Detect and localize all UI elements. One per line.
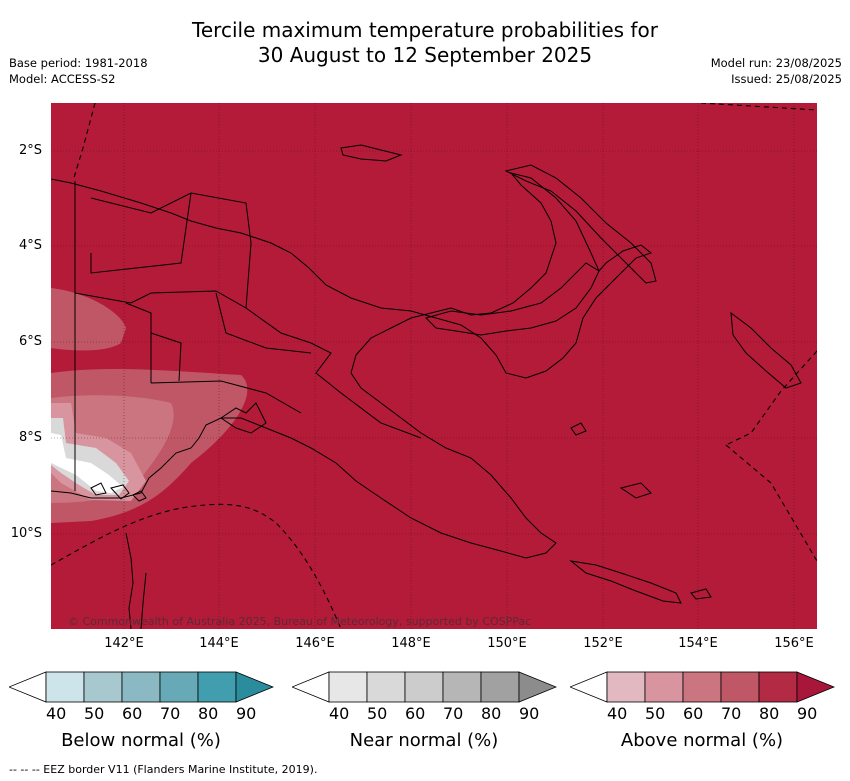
colorbar-tick-label: 50 <box>367 704 388 723</box>
colorbar-tick-label: 90 <box>519 704 540 723</box>
longitude-label: 156°E <box>774 636 814 651</box>
colorbar-swatches <box>570 671 835 703</box>
colorbar-min-arrow <box>9 671 47 703</box>
province-borders <box>74 181 422 491</box>
colorbar-swatches <box>9 671 274 703</box>
title-line-1: Tercile maximum temperature probabilitie… <box>192 18 658 42</box>
latitude-label: 8°S <box>18 430 42 445</box>
new-ireland-coast <box>504 164 657 284</box>
colorbar-tick-label: 50 <box>645 704 666 723</box>
colorbar-label: Below normal (%) <box>61 730 221 751</box>
colorbar-label: Above normal (%) <box>620 730 784 751</box>
new-guinea-coast <box>51 172 653 559</box>
latitude-label: 6°S <box>18 334 42 349</box>
run-info: Model run: 23/08/2025 Issued: 25/08/2025 <box>711 55 842 87</box>
colorbar-swatch <box>682 671 722 703</box>
colorbar-tick-label: 40 <box>46 704 67 723</box>
manus-coast <box>340 144 403 162</box>
colorbar-swatch <box>83 671 123 703</box>
colorbar-swatch <box>480 671 520 703</box>
new-britain-coast <box>425 262 600 336</box>
colorbar-tick-label: 60 <box>405 704 426 723</box>
colorbar-swatch <box>45 671 85 703</box>
colorbar-tick-label: 70 <box>443 704 464 723</box>
longitude-label: 154°E <box>678 636 718 651</box>
map-canvas <box>51 103 817 629</box>
colorbar-tick-label: 60 <box>683 704 704 723</box>
louisiade-islands <box>569 560 682 604</box>
model-name-text: Model: ACCESS-S2 <box>9 72 116 86</box>
colorbar-swatch <box>404 671 444 703</box>
longitude-label: 142°E <box>104 636 144 651</box>
base-period-text: Base period: 1981-2018 <box>9 56 148 70</box>
gulf-islands <box>220 402 267 434</box>
probability-map: © Commonwealth of Australia 2025, Bureau… <box>51 103 817 629</box>
colorbar-tick-label: 80 <box>481 704 502 723</box>
colorbar-swatch <box>121 671 161 703</box>
colorbar-tick-label: 80 <box>759 704 780 723</box>
colorbar-tick-label: 70 <box>160 704 181 723</box>
colorbar-tick-label: 50 <box>84 704 105 723</box>
colorbar-label: Near normal (%) <box>349 730 499 751</box>
chart-title: Tercile maximum temperature probabilitie… <box>0 18 850 68</box>
colorbar-swatch <box>758 671 798 703</box>
model-run-text: Model run: 23/08/2025 <box>710 56 842 70</box>
latitude-label: 2°S <box>18 143 42 158</box>
colorbar-tick-label: 90 <box>236 704 257 723</box>
colorbar-swatch <box>159 671 199 703</box>
bougainville-coast <box>730 311 802 389</box>
longitude-label: 150°E <box>487 636 527 651</box>
colorbar-swatch <box>442 671 482 703</box>
title-line-2: 30 August to 12 September 2025 <box>257 43 593 67</box>
colorbar-swatch <box>366 671 406 703</box>
colorbar-tick-label: 70 <box>721 704 742 723</box>
model-info: Base period: 1981-2018 Model: ACCESS-S2 <box>9 55 148 87</box>
colorbar-swatch <box>720 671 760 703</box>
colorbar-swatches <box>292 671 557 703</box>
colorbar-swatch <box>606 671 646 703</box>
colorbar-tick-label: 60 <box>122 704 143 723</box>
graticule <box>51 103 817 629</box>
longitude-label: 144°E <box>199 636 239 651</box>
land-outlines <box>51 144 802 629</box>
eez-footnote: -- -- -- EEZ border V11 (Flanders Marine… <box>9 763 318 776</box>
eez-borders <box>51 103 817 629</box>
longitude-label: 146°E <box>295 636 335 651</box>
colorbar-tick-label: 40 <box>607 704 628 723</box>
colorbar-tick-label: 80 <box>198 704 219 723</box>
colorbar-max-arrow <box>796 671 835 703</box>
issued-date-text: Issued: 25/08/2025 <box>731 72 842 86</box>
shading-white <box>51 433 123 493</box>
cape-york <box>125 532 147 629</box>
colorbar-swatch <box>197 671 237 703</box>
longitude-label: 152°E <box>583 636 623 651</box>
colorbar-min-arrow <box>570 671 608 703</box>
torres-strait-islands <box>90 482 147 502</box>
colorbar-swatch <box>328 671 368 703</box>
longitude-label: 148°E <box>391 636 431 651</box>
copyright-notice: © Commonwealth of Australia 2025, Bureau… <box>68 615 532 628</box>
colorbar-swatch <box>644 671 684 703</box>
colorbar-tick-label: 90 <box>797 704 818 723</box>
colorbar-min-arrow <box>292 671 330 703</box>
colorbar-tick-label: 40 <box>329 704 350 723</box>
colorbar-max-arrow <box>235 671 274 703</box>
shading-level-60 <box>51 288 126 351</box>
latitude-label: 10°S <box>10 526 42 541</box>
trobriand-islands <box>570 422 712 600</box>
colorbar-max-arrow <box>518 671 557 703</box>
latitude-label: 4°S <box>18 238 42 253</box>
